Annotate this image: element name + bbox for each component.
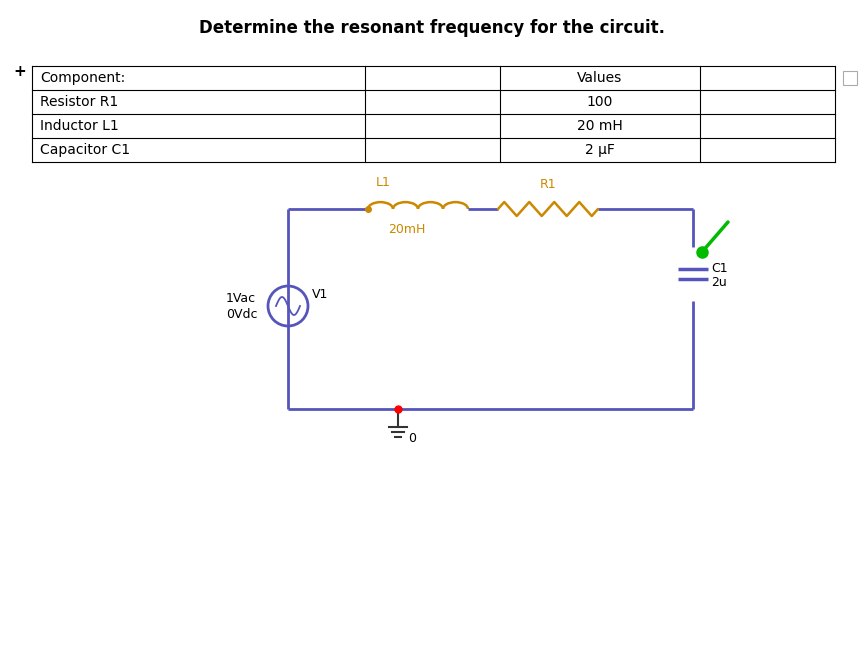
Text: Inductor L1: Inductor L1 <box>40 119 119 133</box>
Text: C1: C1 <box>711 262 727 274</box>
Text: V1: V1 <box>312 288 329 301</box>
Bar <box>843 71 857 85</box>
Text: 1Vac: 1Vac <box>226 291 256 305</box>
Text: 0Vdc: 0Vdc <box>226 307 258 321</box>
Text: Resistor R1: Resistor R1 <box>40 95 119 109</box>
Text: Values: Values <box>577 71 623 85</box>
Text: +: + <box>14 64 26 79</box>
Text: 0: 0 <box>408 432 416 446</box>
Text: Component:: Component: <box>40 71 125 85</box>
Text: 2 μF: 2 μF <box>585 143 615 157</box>
Text: Capacitor C1: Capacitor C1 <box>40 143 130 157</box>
Text: Determine the resonant frequency for the circuit.: Determine the resonant frequency for the… <box>199 19 665 37</box>
Text: L1: L1 <box>375 176 390 189</box>
Text: 20mH: 20mH <box>388 223 426 236</box>
Text: 2u: 2u <box>711 276 727 290</box>
Text: 100: 100 <box>586 95 613 109</box>
Text: R1: R1 <box>540 178 556 191</box>
Text: 20 mH: 20 mH <box>577 119 623 133</box>
